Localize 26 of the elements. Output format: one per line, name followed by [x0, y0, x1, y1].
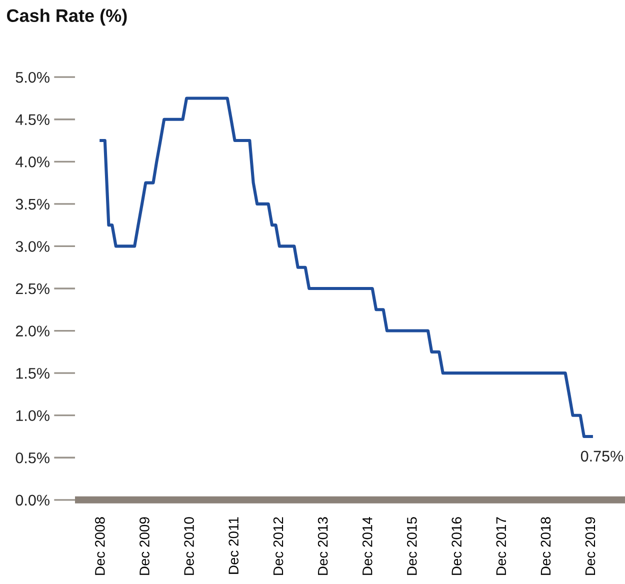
y-tick-label: 2.0% [16, 326, 50, 336]
x-tick-label: Dec 2017 [496, 517, 506, 575]
y-tick-label: 4.5% [16, 114, 50, 126]
x-tick-label: Dec 2013 [318, 517, 328, 575]
x-tick-label: Dec 2014 [362, 516, 372, 575]
x-tick-label: Dec 2010 [184, 517, 194, 575]
x-tick-label: Dec 2019 [585, 517, 596, 575]
x-tick-label: Dec 2015 [407, 517, 417, 575]
y-tick-label: 0.0% [16, 494, 50, 506]
y-tick-label: 4.0% [16, 156, 50, 168]
y-tick-label: 3.0% [16, 241, 50, 252]
line-series [100, 96, 593, 438]
y-tick-label: 1.0% [16, 410, 50, 422]
x-tick-label: Dec 2011 [228, 517, 239, 574]
x-tick-label: Dec 2018 [540, 517, 551, 575]
y-tick-label: 3.5% [16, 198, 50, 210]
y-tick-label: 5.0% [16, 72, 50, 83]
x-tick-label: Dec 2008 [95, 517, 105, 575]
x-tick-label: Dec 2016 [452, 517, 462, 575]
y-tick-label: 1.5% [16, 368, 50, 379]
annotation: 0.75% [580, 450, 624, 462]
x-tick-label: Dec 2012 [273, 517, 284, 575]
y-tick-label: 0.5% [16, 452, 50, 464]
chart-title: Cash Rate (%) [6, 8, 127, 26]
x-tick-label: Dec 2009 [140, 517, 150, 575]
y-tick-label: 2.5% [16, 283, 50, 294]
